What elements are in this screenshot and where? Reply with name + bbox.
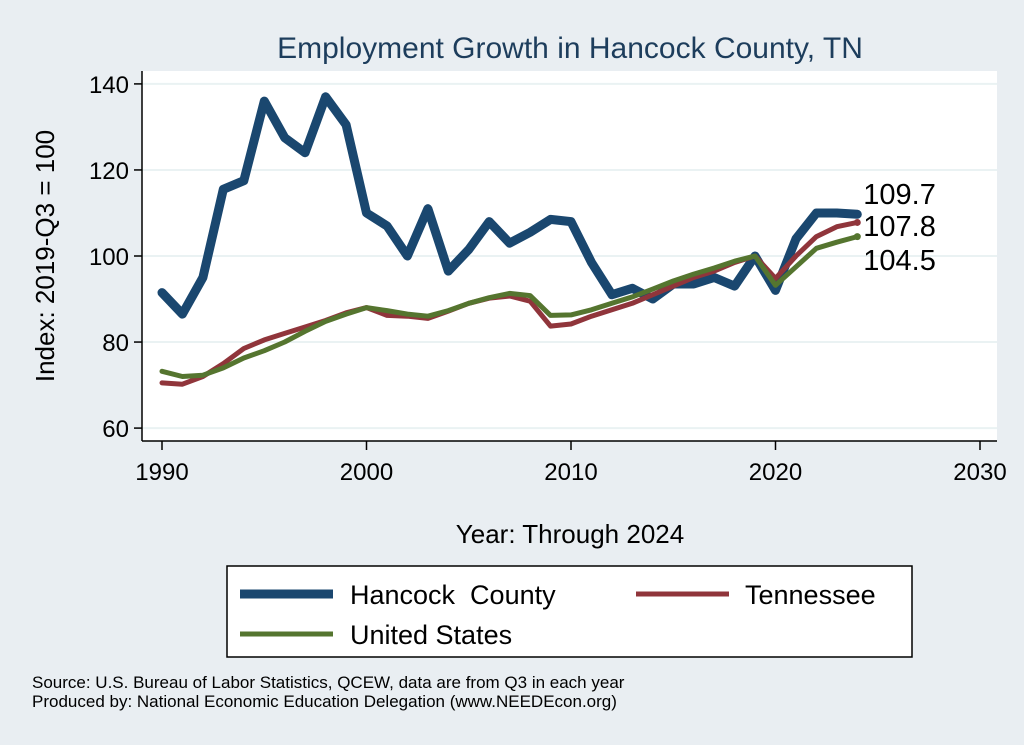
end-marker-tennessee (853, 218, 861, 226)
y-tick-label-80: 80 (102, 330, 129, 357)
legend-label-tennessee: Tennessee (745, 580, 876, 610)
end-label-united-states: 104.5 (863, 245, 936, 277)
y-axis-label: Index: 2019-Q3 = 100 (30, 130, 60, 382)
series-layer (157, 92, 862, 387)
x-tick-label-1990: 1990 (135, 459, 188, 486)
legend-box (226, 565, 913, 658)
series-line-united-states (159, 234, 860, 379)
x-tick-label-2020: 2020 (749, 459, 802, 486)
series-line-hancock (157, 92, 862, 319)
y-tick-label-140: 140 (89, 72, 129, 99)
source-notes: Source: U.S. Bureau of Labor Statistics,… (32, 673, 624, 711)
x-tick-label-2010: 2010 (544, 459, 597, 486)
end-label-hancock: 109.7 (863, 179, 936, 211)
x-tick-label-2000: 2000 (340, 459, 393, 486)
end-label-tennessee: 107.8 (863, 211, 936, 243)
axes: 60 80 100 120 140 1990 2000 2010 2020 2030 (89, 71, 1007, 486)
end-marker-hancock (853, 210, 861, 218)
y-tick-label-100: 100 (89, 244, 129, 271)
source-line: Source: U.S. Bureau of Labor Statistics,… (32, 673, 625, 692)
chart-title: Employment Growth in Hancock County, TN (277, 32, 863, 65)
legend: Hancock County Tennessee United States (226, 565, 913, 658)
gridlines (142, 82, 997, 430)
end-marker-united-states (853, 233, 861, 241)
x-axis-label: Year: Through 2024 (456, 519, 684, 549)
y-tick-label-120: 120 (89, 158, 129, 185)
legend-label-us: United States (350, 620, 512, 650)
legend-label-hancock: Hancock County (350, 580, 556, 610)
x-tick-label-2030: 2030 (953, 459, 1006, 486)
y-tick-label-60: 60 (102, 416, 129, 443)
produced-by-line: Produced by: National Economic Education… (32, 692, 617, 711)
